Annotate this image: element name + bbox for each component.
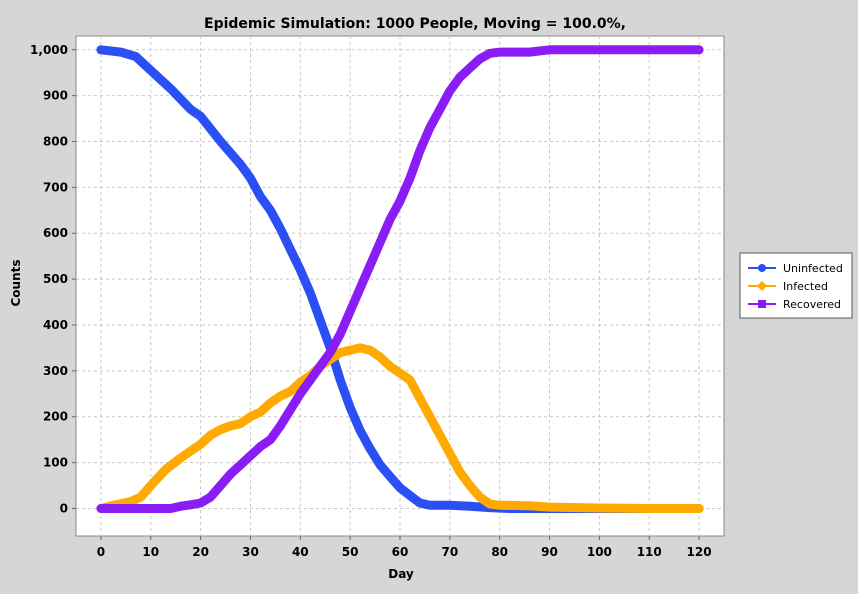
chart-title: Epidemic Simulation: 1000 People, Moving… xyxy=(204,16,626,32)
x-tick-label: 110 xyxy=(637,545,662,559)
axes: 0 10 20 30 40 50 60 70 80 90 100 110 120 0 100 200 300 40… xyxy=(30,43,712,559)
y-tick-label: 800 xyxy=(43,135,68,149)
y-tick-label: 500 xyxy=(43,272,68,286)
x-tick-label: 20 xyxy=(192,545,209,559)
x-tick-label: 100 xyxy=(587,545,612,559)
y-tick-label: 1,000 xyxy=(30,43,68,57)
y-tick-label: 200 xyxy=(43,410,68,424)
series-lines xyxy=(96,45,704,513)
legend-marker-recovered xyxy=(758,300,766,308)
series-line-uninfected xyxy=(96,45,704,513)
x-axis-label: Day xyxy=(388,567,414,581)
y-tick-label: 300 xyxy=(43,364,68,378)
x-tick-label: 90 xyxy=(541,545,558,559)
x-tick-label: 70 xyxy=(441,545,458,559)
x-tick-label: 40 xyxy=(292,545,309,559)
legend-label-uninfected: Uninfected xyxy=(783,262,843,275)
legend-label-infected: Infected xyxy=(783,280,828,293)
series-line-recovered xyxy=(96,45,704,513)
x-tick-label: 10 xyxy=(142,545,159,559)
y-tick-label: 400 xyxy=(43,318,68,332)
x-tick-label: 50 xyxy=(342,545,359,559)
x-tick-label: 60 xyxy=(392,545,409,559)
y-tick-label: 100 xyxy=(43,456,68,470)
series-line-infected xyxy=(96,343,704,513)
y-tick-label: 900 xyxy=(43,89,68,103)
legend-marker-uninfected xyxy=(758,264,766,272)
y-axis-label: Counts xyxy=(9,259,23,306)
legend: Uninfected Infected Recovered xyxy=(739,252,853,319)
legend-label-recovered: Recovered xyxy=(783,298,841,311)
y-tick-label: 700 xyxy=(43,180,68,194)
x-tick-label: 80 xyxy=(491,545,508,559)
x-tick-label: 30 xyxy=(242,545,259,559)
y-tick-label: 600 xyxy=(43,226,68,240)
x-tick-label: 0 xyxy=(97,545,105,559)
y-tick-label: 0 xyxy=(60,501,68,515)
legend-marker-infected xyxy=(757,281,767,291)
x-tick-label: 120 xyxy=(687,545,712,559)
